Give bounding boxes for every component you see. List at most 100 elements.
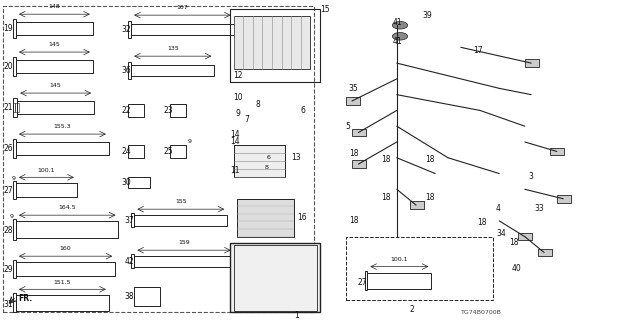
Bar — [16, 22, 93, 35]
Bar — [234, 244, 317, 311]
Bar — [518, 233, 532, 240]
Text: 29: 29 — [3, 265, 13, 274]
Bar — [170, 145, 186, 158]
Bar — [230, 10, 320, 82]
Text: 5: 5 — [346, 122, 351, 131]
Bar — [346, 236, 493, 300]
Text: 35: 35 — [349, 84, 358, 93]
Text: 9: 9 — [10, 214, 13, 219]
Bar — [170, 104, 186, 117]
Text: 23: 23 — [163, 106, 173, 115]
Text: 34: 34 — [496, 229, 506, 238]
Bar — [128, 145, 144, 158]
Text: 7: 7 — [244, 116, 250, 124]
Text: 18: 18 — [477, 218, 486, 227]
Circle shape — [392, 21, 408, 29]
Bar — [16, 183, 77, 197]
Text: 14: 14 — [230, 138, 240, 147]
Text: 30: 30 — [122, 179, 131, 188]
Text: 155.3: 155.3 — [54, 124, 71, 129]
Text: 15: 15 — [320, 5, 330, 14]
Text: 41: 41 — [392, 36, 402, 45]
Text: 32: 32 — [122, 26, 131, 35]
Text: 8: 8 — [256, 100, 260, 108]
Text: 159: 159 — [178, 240, 190, 245]
Text: 9: 9 — [12, 176, 15, 181]
Bar — [230, 243, 320, 312]
Text: 4: 4 — [496, 204, 501, 213]
Bar — [13, 98, 17, 117]
Text: 18: 18 — [349, 216, 358, 225]
Bar — [365, 271, 367, 290]
Bar — [16, 262, 115, 276]
Text: 14: 14 — [230, 130, 240, 139]
Bar — [13, 19, 16, 38]
Bar — [234, 16, 310, 69]
Text: 21: 21 — [3, 103, 13, 112]
Text: 2: 2 — [410, 305, 414, 314]
Text: 26: 26 — [3, 144, 13, 153]
Bar — [3, 6, 314, 312]
Bar — [15, 103, 17, 112]
Bar — [128, 177, 150, 188]
Bar — [346, 97, 360, 105]
Bar — [131, 213, 134, 227]
Bar — [131, 24, 234, 35]
Bar — [352, 160, 366, 168]
Text: 6: 6 — [266, 155, 270, 160]
Text: TG74B0700B: TG74B0700B — [461, 310, 502, 315]
Text: 9: 9 — [236, 109, 241, 118]
Text: 148: 148 — [49, 4, 60, 10]
Bar — [16, 295, 109, 311]
Text: 9: 9 — [188, 140, 191, 144]
Text: 24: 24 — [122, 147, 131, 156]
Text: 31: 31 — [3, 300, 13, 309]
Bar — [13, 181, 16, 199]
Text: 33: 33 — [534, 204, 544, 213]
Text: 16: 16 — [298, 213, 307, 222]
Text: 167: 167 — [177, 5, 188, 11]
Text: 25: 25 — [163, 147, 173, 156]
Bar — [410, 201, 424, 209]
Text: 164.5: 164.5 — [58, 205, 76, 211]
Text: 1: 1 — [294, 311, 299, 320]
Text: 10: 10 — [234, 93, 243, 102]
Text: 18: 18 — [509, 238, 518, 247]
Bar — [16, 60, 93, 73]
Bar — [17, 103, 19, 112]
Bar — [131, 65, 214, 76]
Text: 42: 42 — [125, 257, 134, 266]
Bar — [13, 293, 16, 312]
Bar — [538, 249, 552, 256]
Text: 145: 145 — [49, 42, 60, 47]
Text: 18: 18 — [381, 193, 390, 202]
Text: 22: 22 — [122, 106, 131, 115]
Text: 36: 36 — [122, 67, 131, 76]
Text: FR.: FR. — [18, 294, 32, 303]
Text: 18: 18 — [349, 148, 358, 157]
Bar — [13, 260, 16, 278]
Text: 40: 40 — [512, 264, 522, 273]
Text: 8: 8 — [264, 165, 268, 170]
Text: 18: 18 — [426, 193, 435, 202]
Bar — [13, 139, 16, 158]
Text: 155: 155 — [175, 199, 187, 204]
Text: 100.1: 100.1 — [390, 257, 408, 262]
Bar — [128, 20, 131, 38]
Text: 18: 18 — [381, 155, 390, 164]
Bar — [13, 57, 16, 76]
Text: 135: 135 — [167, 46, 179, 52]
Bar — [17, 101, 94, 114]
Text: 27: 27 — [357, 278, 367, 287]
Text: 3: 3 — [528, 172, 533, 181]
Bar — [128, 104, 144, 117]
Circle shape — [392, 33, 408, 40]
Text: 28: 28 — [3, 226, 13, 235]
Text: 17: 17 — [474, 46, 483, 55]
Text: 12: 12 — [234, 71, 243, 80]
Bar — [367, 273, 431, 289]
Text: 18: 18 — [426, 155, 435, 164]
Bar — [525, 59, 539, 67]
Text: 100.1: 100.1 — [38, 168, 55, 172]
Text: 145: 145 — [50, 83, 61, 88]
